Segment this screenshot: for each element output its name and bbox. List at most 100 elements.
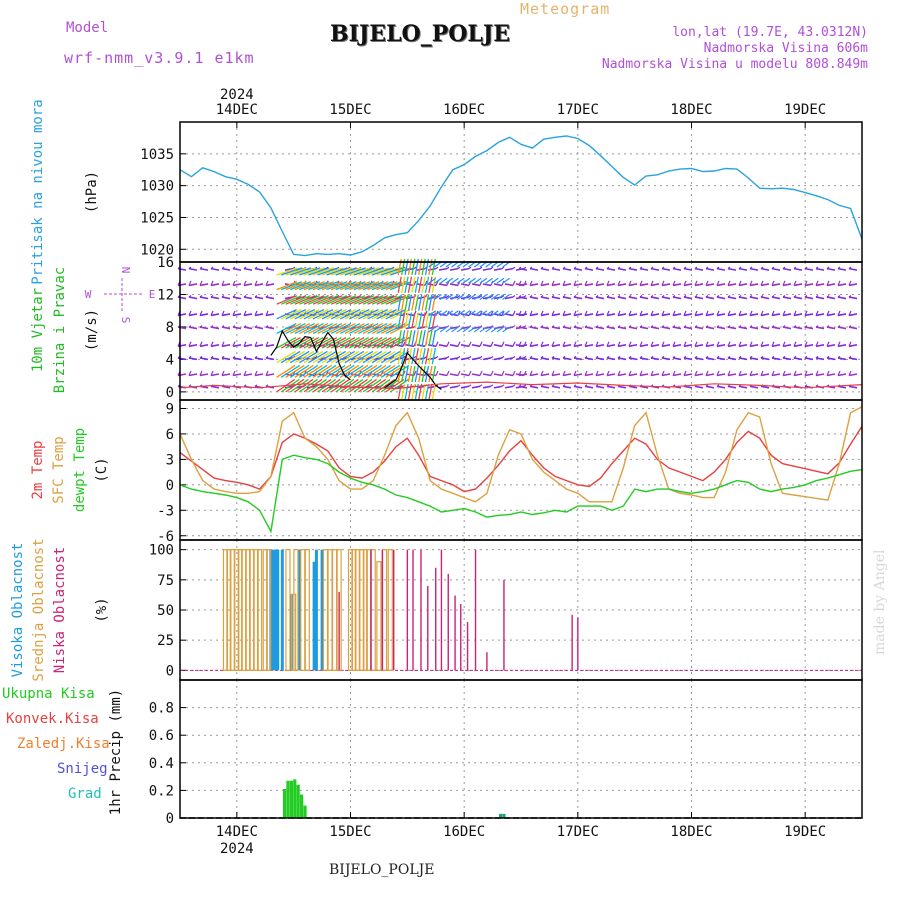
wind-barb: [639, 341, 643, 347]
wind-arrow: [294, 364, 314, 378]
wind-arrow: [376, 295, 398, 305]
wind-barb: [468, 384, 472, 387]
wind-barb: [540, 370, 544, 376]
wind-barb: [793, 295, 797, 298]
wind-arrow: [385, 350, 406, 364]
wind-barb: [793, 355, 797, 359]
wind-barb: [815, 326, 825, 330]
wind-arrow: [473, 310, 482, 317]
wind-barb: [639, 267, 649, 271]
wind-arrow: [358, 336, 379, 349]
wind-arrow: [344, 281, 366, 291]
wind-arrow: [330, 322, 352, 335]
wind-barb: [221, 283, 231, 287]
wind-arrow: [485, 293, 493, 300]
wind-barb: [435, 370, 439, 376]
wind-barb: [694, 280, 698, 286]
wind-arrow: [285, 378, 305, 393]
wind-barb: [694, 341, 698, 347]
cloud-low-bar: [571, 614, 573, 671]
wind-barb: [446, 370, 450, 376]
wind-arrow: [353, 378, 373, 393]
wind-barb: [413, 370, 417, 376]
wind-barb: [427, 357, 437, 361]
wind-barb: [628, 355, 632, 359]
cloud-low-bar: [381, 549, 384, 671]
y-tick-label: 0.6: [149, 728, 174, 744]
wind-barb: [617, 267, 627, 271]
wind-barb: [661, 325, 665, 328]
wind-barb: [177, 296, 187, 300]
wind-barb: [529, 373, 539, 377]
wind-barb: [540, 296, 550, 300]
wind-barb: [493, 357, 503, 361]
wind-barb: [705, 357, 715, 361]
wind-arrow: [414, 294, 419, 311]
wind-barb: [540, 295, 544, 298]
footer-station: BIJELO_POLJE: [329, 862, 435, 878]
wind-arrow: [280, 267, 303, 276]
wind-barb: [221, 267, 231, 271]
x-tick-label-bottom: 16DEC: [443, 824, 485, 840]
wind-barb: [705, 283, 715, 287]
wind-arrow: [276, 350, 296, 364]
wind-barb: [529, 357, 539, 361]
wind-barb: [782, 373, 792, 377]
wind-arrow: [280, 336, 301, 349]
wind-arrow: [317, 350, 337, 364]
wind-barb: [540, 357, 550, 361]
cloud-low-bar: [370, 549, 372, 671]
wind-barb: [232, 326, 242, 330]
wind-barb: [221, 280, 225, 286]
wind-arrow: [418, 294, 423, 311]
wind-barb: [815, 341, 819, 347]
wind-barb: [804, 313, 814, 317]
wind-barb: [760, 313, 770, 317]
wind-barb: [460, 267, 470, 271]
wind-arrow: [339, 350, 360, 364]
cloud-mid-bar: [387, 549, 393, 671]
wind-barb: [771, 280, 775, 286]
cloud-low-bar: [440, 549, 443, 671]
cloud-ylabel-high: Visoka Oblacnost: [10, 543, 26, 678]
wind-barb: [232, 283, 242, 287]
wind-barb: [650, 355, 654, 359]
wind-barb: [837, 341, 841, 347]
wind-arrow: [456, 310, 465, 317]
wind-barb: [449, 357, 459, 361]
wind-arrow: [303, 295, 325, 305]
wind-arrow: [401, 312, 406, 329]
wind-barb: [562, 313, 572, 317]
wind-arrow: [431, 294, 436, 311]
wind-barb: [760, 325, 764, 328]
wind-barb: [705, 310, 709, 316]
wind-barb: [479, 295, 483, 298]
x-tick-label-bottom: 19DEC: [784, 824, 826, 840]
wind-arrow: [276, 281, 298, 291]
wind-arrow: [456, 326, 465, 333]
wind-barb: [265, 313, 275, 317]
precip-bar: [296, 784, 300, 818]
wind-barb: [518, 357, 528, 361]
cloud-low-bar: [435, 567, 437, 671]
wind-arrow: [294, 309, 316, 320]
wind-barb: [683, 344, 693, 348]
wind-arrow: [362, 267, 385, 276]
wind-barb: [617, 344, 627, 348]
wind-barb: [540, 266, 544, 270]
wind-arrow: [462, 277, 471, 284]
wind-barb: [221, 296, 231, 300]
wind-barb: [804, 344, 814, 348]
wind-barb: [221, 370, 225, 376]
wind-barb: [551, 310, 555, 316]
wind-barb: [815, 280, 819, 286]
wind-barb: [265, 325, 269, 328]
wind-arrow: [362, 364, 382, 378]
wind-barb: [639, 266, 643, 270]
wind-arrow: [344, 267, 366, 276]
wind-barb: [540, 355, 544, 359]
wind-arrow: [479, 277, 488, 284]
wind-barb: [716, 326, 726, 330]
wind-barb: [826, 355, 830, 359]
wind-barb: [639, 310, 643, 316]
